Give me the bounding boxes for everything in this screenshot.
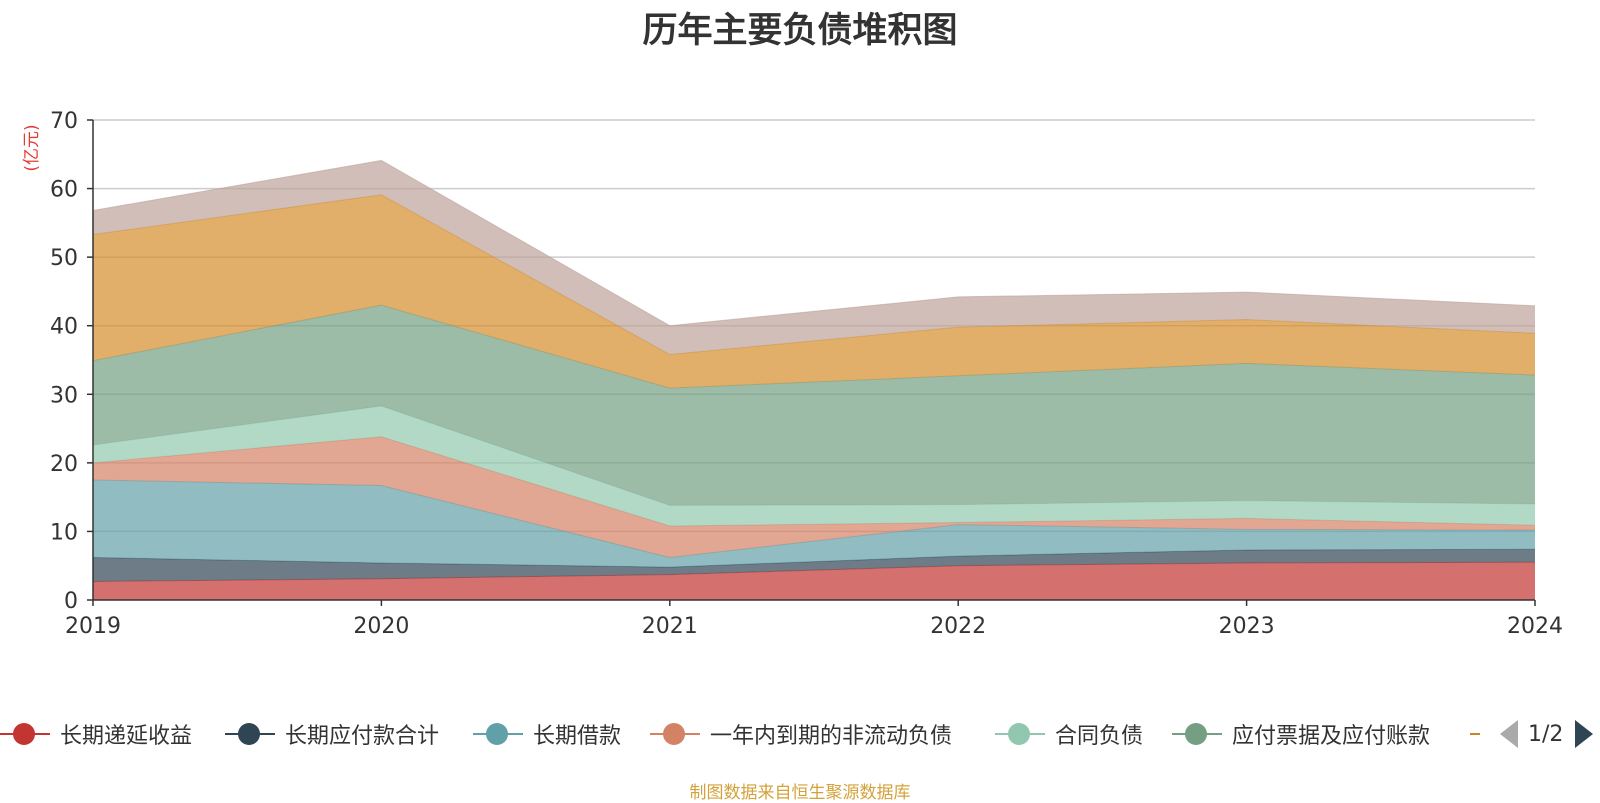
legend-marker: [1008, 723, 1030, 745]
y-tick-label: 10: [50, 520, 78, 545]
legend-pager: 1/2: [1500, 716, 1594, 752]
legend-marker: [1185, 723, 1207, 745]
legend-page-indicator: 1/2: [1528, 721, 1564, 747]
chart-title: 历年主要负债堆积图: [642, 11, 958, 51]
area-series-长期递延收益[interactable]: [93, 562, 1535, 600]
legend-label: 合同负债: [1055, 724, 1144, 749]
legend-label: 应付票据及应付账款: [1232, 724, 1431, 749]
axes: [87, 119, 1536, 606]
legend-marker: [13, 723, 35, 745]
area-series-长期应付款合计[interactable]: [93, 549, 1535, 582]
legend-marker: [486, 723, 508, 745]
x-tick-label: 2019: [65, 614, 121, 639]
legend-label: 一年内到期的非流动负债: [710, 724, 953, 749]
legend: 长期递延收益 长期应付款合计 长期借款 一年内到期的非流动负债 合同负债 应付票…: [0, 716, 1600, 752]
y-tick-label: 70: [50, 109, 78, 134]
legend-item[interactable]: 一年内到期的非流动负债: [650, 716, 952, 752]
area-series-应付票据及应付账款[interactable]: [93, 305, 1535, 506]
y-tick-label: 0: [64, 589, 78, 614]
area-series-应付票据及应付账款(上方)[interactable]: [93, 194, 1535, 389]
x-tick-label: 2024: [1507, 614, 1563, 639]
y-tick-label: 30: [50, 383, 78, 408]
legend-item[interactable]: 长期递延收益: [0, 716, 192, 752]
area-series-其他[interactable]: [93, 160, 1535, 355]
source-note: 制图数据来自恒生聚源数据库: [689, 783, 911, 803]
legend-item[interactable]: 长期应付款合计: [225, 716, 439, 752]
y-tick-label: 60: [50, 178, 78, 203]
legend-item[interactable]: 合同负债: [995, 716, 1143, 752]
area-series-长期借款[interactable]: [93, 480, 1535, 568]
area-series-一年内到期的非流动负债[interactable]: [93, 436, 1535, 558]
y-tick-label: 40: [50, 315, 78, 340]
x-tick-labels: 2019 2020 2021 2022 2023 2024: [65, 614, 1563, 639]
legend-item[interactable]: 应付票据及应付账款: [1172, 716, 1430, 752]
area-edge-line: [92, 159, 1536, 327]
legend-partial-line: [1470, 733, 1480, 735]
legend-label: 长期递延收益: [60, 724, 193, 749]
x-tick-label: 2021: [642, 614, 698, 639]
y-tick-label: 50: [50, 246, 78, 271]
x-tick-label: 2022: [930, 614, 986, 639]
next-page-icon[interactable]: [1575, 720, 1594, 748]
legend-label: 长期借款: [533, 724, 622, 749]
legend-marker: [238, 723, 260, 745]
x-tick-label: 2023: [1219, 614, 1275, 639]
legend-marker: [663, 723, 685, 745]
y-axis-unit-label: (亿元): [22, 124, 42, 171]
y-tick-label: 20: [50, 452, 78, 477]
legend-item[interactable]: 长期借款: [473, 716, 621, 752]
y-tick-labels: 0 10 20 30 40 50 60 70: [50, 109, 78, 614]
prev-page-icon[interactable]: [1500, 720, 1518, 748]
area-series: [92, 159, 1536, 600]
legend-label: 长期应付款合计: [285, 724, 440, 749]
area-series-合同负债[interactable]: [93, 405, 1535, 526]
x-tick-label: 2020: [353, 614, 409, 639]
